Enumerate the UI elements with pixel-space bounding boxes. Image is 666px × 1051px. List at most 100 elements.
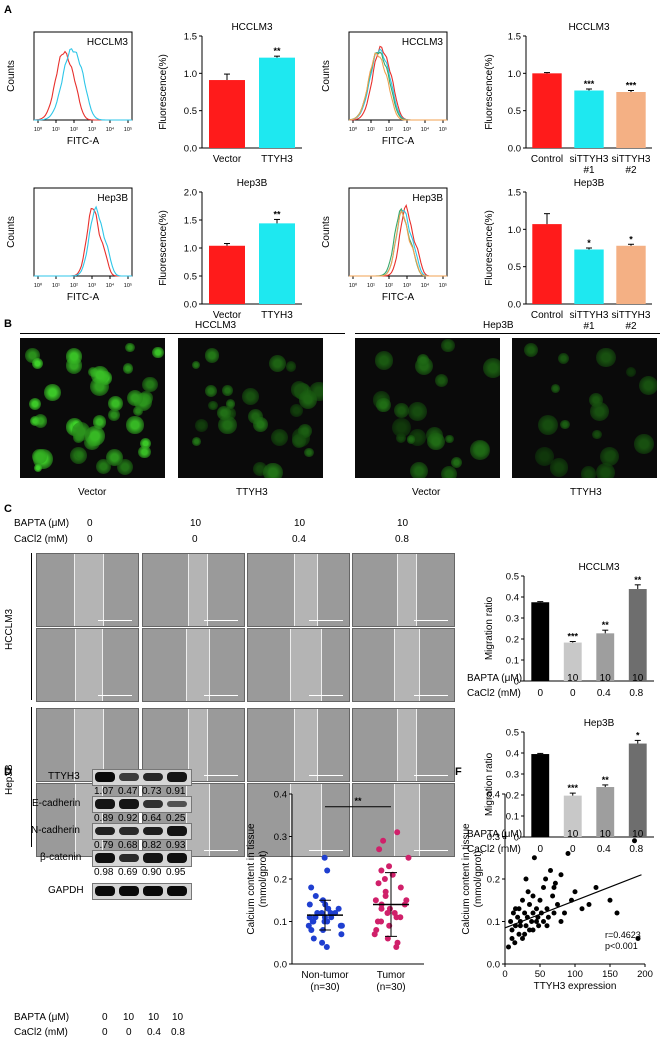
y-tick-label: 0.0 <box>508 300 521 311</box>
migration-condition-value: 0.8 <box>629 844 644 855</box>
x-tick-label: Vector <box>213 310 242 321</box>
x-tick-label: 200 <box>637 969 653 980</box>
data-point <box>544 923 550 929</box>
dot-plot-calcium-tumor: Calcium content in tissue(mmol/gprot) 0.0… <box>246 790 424 993</box>
migration-condition-label: BAPTA (μM) <box>467 673 523 684</box>
cell <box>139 437 152 450</box>
y-tick-label: 0.5 <box>508 106 521 117</box>
data-point <box>372 897 379 904</box>
blot-protein-label: TTYH3 <box>48 771 80 782</box>
y-tick-label: 0.4 <box>506 749 519 760</box>
data-point <box>509 927 515 933</box>
cell <box>416 353 429 366</box>
scale-bar <box>204 775 238 776</box>
data-point <box>548 868 553 873</box>
bar <box>259 223 295 304</box>
wound-image <box>247 628 350 702</box>
blot-band <box>95 772 115 782</box>
x-tick-label: 10⁴ <box>106 282 115 289</box>
x-tick-label: Non-tumor (n=30) <box>301 970 349 993</box>
bar <box>596 633 615 681</box>
cell <box>152 346 165 359</box>
x-tick-label: 10⁴ <box>106 126 115 133</box>
migration-condition-value: 0 <box>569 844 576 855</box>
significance-mark: * <box>587 238 591 248</box>
y-tick-label: 0.5 <box>506 728 519 739</box>
data-point <box>512 940 518 946</box>
data-point <box>537 812 543 818</box>
y-tick-label: 0.3 <box>506 614 519 625</box>
cell <box>596 347 617 368</box>
blot-quant-value: 0.79 <box>94 840 114 851</box>
x-tick-label: 10⁵ <box>124 282 132 289</box>
cell <box>391 418 411 438</box>
x-tick-label: 10³ <box>88 283 96 289</box>
flow-histogram-hcclm3-overexp: HCCLM3 Counts FITC-A 10⁰ 10¹ 10² 10³ 10⁴ 10⁵ <box>6 31 133 147</box>
migration-condition-label: CaCl2 (mM) <box>467 688 521 699</box>
migration-condition-value: 0 <box>569 688 576 699</box>
cell <box>33 463 43 473</box>
data-point <box>545 914 551 920</box>
significance-mark: *** <box>584 79 595 89</box>
significance-mark: * <box>636 730 640 740</box>
cell <box>32 357 44 370</box>
data-point <box>530 927 536 933</box>
blot-quant-value: 0.98 <box>94 867 114 878</box>
x-tick-label: 10³ <box>403 127 411 133</box>
data-point <box>397 884 404 891</box>
cell <box>599 446 619 467</box>
panel-letter-a: A <box>4 4 12 16</box>
cell <box>107 408 121 422</box>
cell <box>126 389 143 406</box>
y-axis-label: Fluorescence(%) <box>158 210 169 286</box>
data-point <box>306 901 313 908</box>
blot-band <box>143 800 163 808</box>
migration-condition-value: 0.4 <box>596 844 611 855</box>
cell <box>29 415 40 426</box>
x-tick-label: 50 <box>535 969 546 980</box>
data-point <box>405 854 412 861</box>
y-tick-label: 0.2 <box>487 875 500 886</box>
data-point <box>378 918 385 925</box>
bar <box>532 73 562 148</box>
y-tick-label: 0.1 <box>506 656 519 667</box>
y-tick-label: 0.5 <box>506 572 519 583</box>
migration-condition-label: CaCl2 (mM) <box>467 844 521 855</box>
data-point <box>381 876 388 882</box>
wound-image <box>247 553 350 627</box>
cell <box>595 463 615 478</box>
x-tick-label: TTYH3 <box>261 154 293 165</box>
x-tick-label: 10⁰ <box>34 126 43 133</box>
data-point <box>552 880 558 886</box>
data-point <box>550 893 556 899</box>
cell <box>435 373 449 387</box>
y-tick-label: 0.0 <box>184 300 197 311</box>
cell <box>406 435 416 444</box>
y-tick-label: 1.0 <box>184 69 197 80</box>
x-tick-label: Control <box>531 310 563 321</box>
wound-image <box>352 628 455 702</box>
data-point <box>338 922 345 929</box>
data-point <box>312 893 319 899</box>
panel-b-caption-1: Vector <box>78 487 107 498</box>
y-tick-label: 1.0 <box>508 225 521 236</box>
blot-quant-value: 0.95 <box>166 867 186 878</box>
migration-condition-value: 0 <box>537 673 543 684</box>
x-tick-label: 10⁵ <box>124 126 132 133</box>
blot-protein-label: β-catenin <box>40 852 82 863</box>
data-point <box>378 867 385 874</box>
migration-condition-label: BAPTA (μM) <box>467 829 523 840</box>
blot-band <box>143 826 163 836</box>
panel-c-bapta-4: 10 <box>397 518 409 529</box>
blot-band <box>119 799 139 809</box>
blot-band <box>119 853 139 863</box>
if-image-hcclm3-vector <box>20 338 165 478</box>
cell <box>396 432 407 443</box>
cell <box>132 406 143 417</box>
chart-title: HCCLM3 <box>231 22 273 33</box>
data-point <box>541 919 546 924</box>
data-point <box>551 885 557 890</box>
data-point <box>384 935 391 942</box>
panel-c-cacl2-1: 0 <box>87 534 93 545</box>
cell <box>28 397 41 410</box>
